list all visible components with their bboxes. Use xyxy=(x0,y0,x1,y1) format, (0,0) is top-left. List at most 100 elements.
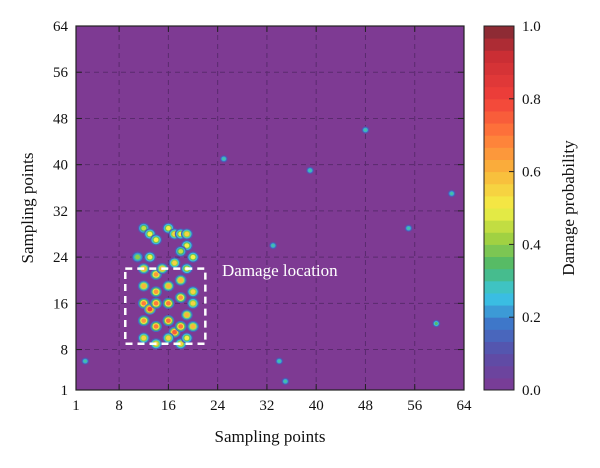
colorbar-segment xyxy=(484,147,514,160)
colorbar-segment xyxy=(484,353,514,367)
y-tick-label: 24 xyxy=(53,250,69,266)
colorbar-segment xyxy=(484,86,514,100)
colorbar-segment xyxy=(484,38,514,51)
colorbar-segment xyxy=(484,135,514,148)
damage-point xyxy=(153,237,159,243)
outlier-point xyxy=(271,244,275,248)
damage-point xyxy=(141,301,147,306)
colorbar-segment xyxy=(484,195,514,209)
damage-point xyxy=(166,283,171,289)
damage-point xyxy=(141,283,147,289)
x-axis: 1 8 16 24 32 40 48 56 64 xyxy=(72,26,472,414)
x-tick-label: 56 xyxy=(407,398,423,414)
x-tick-label: 32 xyxy=(259,398,274,414)
colorbar-segment xyxy=(484,110,514,124)
damage-point xyxy=(184,312,190,318)
colorbar-segment xyxy=(484,280,514,294)
damage-point xyxy=(141,318,147,323)
y-tick-label: 40 xyxy=(53,158,68,174)
colorbar-segment xyxy=(484,365,514,379)
damage-point xyxy=(153,301,159,306)
y-tick-label: 32 xyxy=(53,204,68,220)
colorbar-segment xyxy=(484,268,514,282)
damage-point xyxy=(178,277,184,283)
colorbar-segment xyxy=(484,244,514,258)
y-axis-label: Sampling points xyxy=(18,153,37,264)
y-tick-label: 56 xyxy=(53,65,69,81)
y-tick-label: 64 xyxy=(53,19,69,35)
outlier-point xyxy=(406,226,411,230)
damage-point xyxy=(166,301,171,306)
outlier-point xyxy=(283,379,288,383)
damage-point xyxy=(178,324,184,329)
colorbar-tick-label: 1.0 xyxy=(522,19,541,35)
damage-point xyxy=(153,324,159,329)
damage-point xyxy=(190,254,196,260)
colorbar-segment xyxy=(484,171,514,185)
damage-point xyxy=(147,306,153,312)
damage-location-box xyxy=(124,267,207,346)
y-tick-label: 8 xyxy=(61,343,69,359)
x-axis-label: Sampling points xyxy=(215,427,326,446)
colorbar-label: Damage probability xyxy=(559,140,578,276)
x-tick-label: 16 xyxy=(161,398,177,414)
colorbar-tick-label: 0.2 xyxy=(522,310,541,326)
damage-point xyxy=(141,335,147,341)
outlier-point xyxy=(277,359,281,363)
x-tick-label: 40 xyxy=(309,398,324,414)
y-tick-label: 1 xyxy=(61,383,69,399)
damage-point xyxy=(172,260,177,266)
damage-point xyxy=(141,225,147,231)
colorbar-segment xyxy=(484,377,514,391)
damage-point xyxy=(178,249,184,254)
colorbar-segment xyxy=(484,208,514,221)
x-tick-label: 8 xyxy=(115,398,123,414)
damage-point xyxy=(166,318,171,323)
colorbar-segment xyxy=(484,159,514,173)
damage-point xyxy=(184,231,190,237)
colorbar-frame xyxy=(483,25,515,391)
x-tick-label: 48 xyxy=(358,398,373,414)
damage-point xyxy=(184,243,190,248)
colorbar-segment xyxy=(484,220,514,233)
x-tick-label: 64 xyxy=(457,398,473,414)
colorbar-segment xyxy=(484,74,514,88)
colorbar-segment xyxy=(484,329,514,342)
damage-point xyxy=(178,295,184,300)
damage-location-annotation: Damage location xyxy=(222,261,338,280)
colorbar-segment xyxy=(484,232,514,245)
damage-point xyxy=(172,329,177,335)
damage-point xyxy=(166,335,171,341)
x-tick-label: 1 xyxy=(72,398,80,414)
y-tick-label: 16 xyxy=(53,296,69,312)
damage-point xyxy=(166,225,171,231)
colorbar-segment xyxy=(484,341,514,355)
x-tick-label: 24 xyxy=(210,398,226,414)
outlier-point xyxy=(450,192,454,196)
outlier-point xyxy=(222,157,226,161)
colorbar-segment xyxy=(484,123,514,136)
colorbar-segment xyxy=(484,317,514,330)
colorbar-segment xyxy=(484,26,514,39)
outlier-point xyxy=(434,322,438,326)
y-tick-label: 48 xyxy=(53,111,68,127)
colorbar-segment xyxy=(484,305,514,318)
damage-point xyxy=(135,254,140,260)
damage-point xyxy=(147,254,153,260)
outlier-point xyxy=(363,128,368,132)
colorbar-segment xyxy=(484,50,514,63)
damage-point xyxy=(153,289,159,295)
damage-point xyxy=(184,335,190,341)
colorbar: 0.0 0.2 0.4 0.6 0.8 1.0 xyxy=(483,19,541,399)
plot-frame xyxy=(75,25,465,391)
colorbar-tick-label: 0.8 xyxy=(522,92,541,108)
colorbar-tick-label: 0.4 xyxy=(522,237,541,253)
colorbar-segment xyxy=(484,292,514,306)
damage-point xyxy=(153,272,159,277)
heatmap-background xyxy=(76,26,464,390)
damage-point xyxy=(147,231,153,237)
outlier-point xyxy=(308,168,312,172)
damage-point xyxy=(190,324,196,329)
